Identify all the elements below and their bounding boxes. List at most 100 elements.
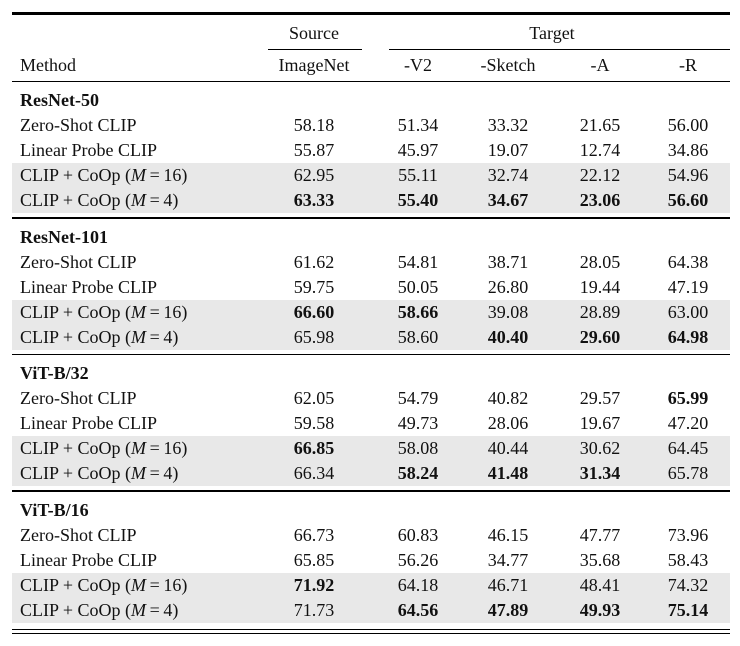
target-group-header: Target [374, 15, 730, 50]
value-cell: 47.77 [579, 524, 621, 545]
table-body: ResNet-50 Zero-Shot CLIP 58.18 51.34 33.32… [12, 82, 730, 627]
method-cell: Zero-Shot CLIP [12, 113, 254, 138]
value-cell: 40.82 [487, 388, 529, 409]
value-cell: 33.32 [487, 115, 529, 136]
table-section: ResNet-50 Zero-Shot CLIP 58.18 51.34 33.32… [12, 82, 730, 217]
value-cell: 40.44 [487, 438, 529, 459]
value-cell: 58.18 [293, 115, 335, 136]
table-row: CLIP + CoOp (M = 16) 66.85 58.08 40.44 30.6… [12, 436, 730, 462]
section-rows: Zero-Shot CLIP 62.05 54.79 40.82 29.57 65.99… [12, 386, 730, 487]
table-section: ViT-B/32 Zero-Shot CLIP 62.05 54.79 40.82 2… [12, 355, 730, 490]
value-cell: 34.67 [487, 190, 529, 211]
value-cell: 65.99 [667, 388, 709, 409]
section-heading: ViT-B/16 [20, 499, 89, 520]
method-cell: CLIP + CoOp (M = 4) [12, 461, 254, 486]
value-cell: 64.56 [397, 599, 439, 620]
method-label: Linear Probe CLIP [20, 140, 157, 161]
sketch-column-header: -Sketch [480, 54, 536, 75]
value-cell: 34.86 [667, 140, 709, 161]
method-label: Zero-Shot CLIP [20, 388, 137, 409]
value-cell: 66.85 [293, 438, 335, 459]
section-divider-rule [12, 353, 730, 356]
value-cell: 35.68 [579, 549, 621, 570]
table-row: CLIP + CoOp (M = 16) 66.60 58.66 39.08 28.8… [12, 299, 730, 325]
method-cell: CLIP + CoOp (M = 4) [12, 325, 254, 350]
section-divider-rule [12, 217, 730, 219]
method-label: CLIP + CoOp ( [20, 190, 131, 211]
table-section: ViT-B/16 Zero-Shot CLIP 66.73 60.83 46.15 4… [12, 492, 730, 627]
table-row: CLIP + CoOp (M = 4) 63.33 55.40 34.67 23.06… [12, 188, 730, 214]
method-math-var: M [131, 301, 146, 322]
method-label-suffix: = 4) [146, 190, 179, 211]
method-label-suffix: = 4) [146, 463, 179, 484]
method-math-var: M [131, 438, 146, 459]
value-cell: 54.96 [667, 165, 709, 186]
value-cell: 74.32 [667, 574, 709, 595]
top-rule [12, 12, 730, 15]
method-cell: Linear Probe CLIP [12, 275, 254, 300]
value-cell: 48.41 [579, 574, 621, 595]
method-label: Linear Probe CLIP [20, 276, 157, 297]
value-cell: 56.26 [397, 549, 439, 570]
method-cell: Linear Probe CLIP [12, 548, 254, 573]
method-label: CLIP + CoOp ( [20, 301, 131, 322]
bottom-double-rule [12, 628, 730, 634]
value-cell: 45.97 [397, 140, 439, 161]
value-cell: 64.18 [397, 574, 439, 595]
a-column-header: -A [590, 54, 610, 75]
value-cell: 71.92 [293, 574, 335, 595]
value-cell: 64.98 [667, 326, 709, 347]
value-cell: 58.66 [397, 301, 439, 322]
value-cell: 55.40 [397, 190, 439, 211]
value-cell: 55.87 [293, 140, 335, 161]
value-cell: 12.74 [579, 140, 621, 161]
table-row: Zero-Shot CLIP 62.05 54.79 40.82 29.57 65.99 [12, 386, 730, 411]
results-table: Source Target Method ImageNet -V2 -Sketc… [12, 12, 730, 634]
method-cell: CLIP + CoOp (M = 4) [12, 598, 254, 623]
method-cell: CLIP + CoOp (M = 4) [12, 188, 254, 213]
value-cell: 64.38 [667, 251, 709, 272]
value-cell: 19.07 [487, 140, 529, 161]
table-row: CLIP + CoOp (M = 4) 71.73 64.56 47.89 49.93… [12, 597, 730, 623]
value-cell: 65.98 [293, 326, 335, 347]
value-cell: 38.71 [487, 251, 529, 272]
method-label: Linear Probe CLIP [20, 549, 157, 570]
method-math-var: M [131, 574, 146, 595]
value-cell: 21.65 [579, 115, 621, 136]
group-header-row: Source Target [12, 15, 730, 50]
value-cell: 26.80 [487, 276, 529, 297]
v2-column-header: -V2 [404, 54, 432, 75]
value-cell: 64.45 [667, 438, 709, 459]
value-cell: 22.12 [579, 165, 621, 186]
source-group-header: Source [254, 15, 374, 50]
value-cell: 28.05 [579, 251, 621, 272]
method-math-var: M [131, 190, 146, 211]
section-rows: Zero-Shot CLIP 61.62 54.81 38.71 28.05 64.38… [12, 250, 730, 350]
table-row: Zero-Shot CLIP 58.18 51.34 33.32 21.65 56.00 [12, 113, 730, 138]
section-divider-rule [12, 490, 730, 492]
value-cell: 71.73 [293, 599, 335, 620]
value-cell: 66.60 [293, 301, 335, 322]
value-cell: 30.62 [579, 438, 621, 459]
value-cell: 31.34 [579, 463, 621, 484]
source-group-label: Source [289, 22, 339, 43]
method-cell: Zero-Shot CLIP [12, 523, 254, 548]
table-section: ResNet-101 Zero-Shot CLIP 61.62 54.81 38.7… [12, 219, 730, 354]
value-cell: 28.06 [487, 413, 529, 434]
method-cell: Zero-Shot CLIP [12, 250, 254, 275]
header-rule [12, 80, 730, 83]
section-rows: Zero-Shot CLIP 58.18 51.34 33.32 21.65 56.00… [12, 113, 730, 214]
value-cell: 62.95 [293, 165, 335, 186]
method-label-suffix: = 4) [146, 599, 179, 620]
value-cell: 46.15 [487, 524, 529, 545]
method-column-header: Method [20, 54, 76, 75]
method-math-var: M [131, 599, 146, 620]
value-cell: 58.43 [667, 549, 709, 570]
value-cell: 29.60 [579, 326, 621, 347]
table-row: Linear Probe CLIP 59.75 50.05 26.80 19.44 47… [12, 275, 730, 300]
method-label: CLIP + CoOp ( [20, 326, 131, 347]
table-row: Linear Probe CLIP 65.85 56.26 34.77 35.68 58… [12, 548, 730, 573]
section-heading: ResNet-50 [20, 90, 99, 111]
value-cell: 29.57 [579, 388, 621, 409]
value-cell: 75.14 [667, 599, 709, 620]
